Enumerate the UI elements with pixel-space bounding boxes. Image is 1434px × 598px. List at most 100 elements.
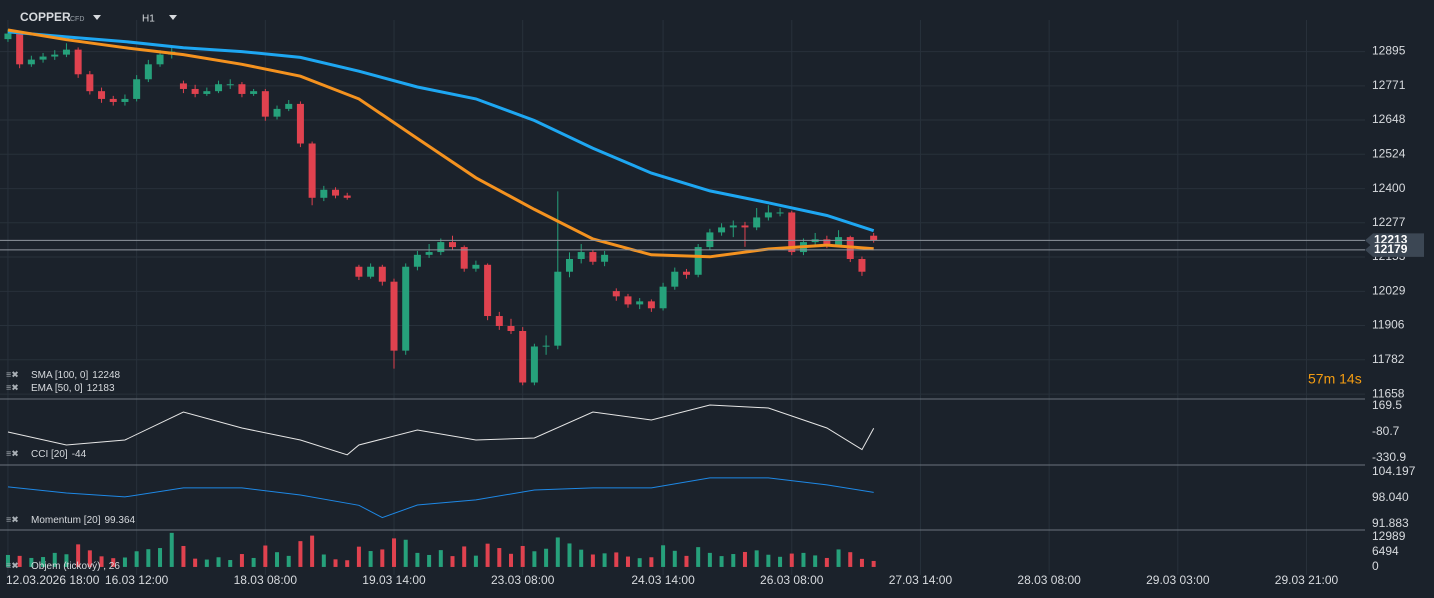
volume-bar: [263, 545, 268, 567]
candle-body: [823, 239, 831, 246]
y-tick-label: 6494: [1372, 544, 1399, 558]
y-tick-label: 98.040: [1372, 490, 1409, 504]
x-tick-label: 12.03.2026 18:00: [6, 573, 100, 587]
volume-bar: [251, 557, 256, 567]
candle-body: [565, 258, 573, 272]
volume-bar: [76, 544, 81, 567]
symbol[interactable]: COPPER: [20, 10, 71, 24]
volume-bar: [193, 558, 198, 567]
volume-bar: [707, 552, 712, 567]
legend-icon: ≡✖: [6, 448, 19, 458]
candle-body: [472, 264, 480, 269]
y-tick-label: 12771: [1372, 78, 1406, 92]
volume-bar: [602, 553, 607, 567]
candle-body: [647, 301, 655, 309]
legend-value: 12248: [92, 370, 120, 381]
y-tick-label: 12895: [1372, 44, 1406, 58]
volume-bar: [438, 550, 443, 567]
volume-bar: [473, 555, 478, 567]
volume-bar: [672, 550, 677, 567]
candle-body: [612, 291, 620, 297]
legend-entry: Momentum [20] 99.364: [31, 515, 136, 526]
candle-body: [507, 326, 515, 331]
legend-value: 99.364: [104, 515, 135, 526]
candle-body: [156, 54, 164, 65]
price-badge-label: 12179: [1374, 242, 1408, 256]
candle-body: [238, 84, 246, 94]
indicator-line: [7, 28, 874, 259]
volume-bar: [310, 535, 315, 567]
candle-body: [460, 247, 468, 269]
volume-bar: [158, 548, 163, 567]
y-tick-label: 11906: [1372, 318, 1405, 332]
candle-body: [367, 266, 375, 277]
candle-body: [179, 83, 187, 89]
candle-body: [16, 33, 24, 65]
legend-entry: CCI [20] -44: [31, 449, 87, 460]
legend-value: -44: [72, 449, 87, 460]
volume-bar: [87, 550, 92, 567]
candle-body: [788, 212, 796, 253]
candle-body: [191, 88, 199, 94]
candle-body: [121, 98, 129, 102]
legend-icon: ≡✖: [6, 369, 19, 379]
candle-body: [133, 79, 141, 99]
volume-bar: [134, 551, 139, 567]
timeframe-dropdown[interactable]: [169, 15, 177, 20]
volume-bar: [579, 549, 584, 567]
y-tick-label: 12648: [1372, 112, 1406, 126]
candle-body: [542, 345, 550, 347]
indicator-line: [7, 404, 875, 456]
volume-bar: [497, 548, 502, 567]
volume-bar: [508, 553, 513, 567]
candle-body: [519, 330, 527, 383]
x-tick-label: 26.03 08:00: [760, 573, 824, 587]
candle-body: [144, 64, 152, 80]
candle-body: [495, 316, 503, 326]
candle-body: [437, 242, 445, 253]
candle-body: [74, 49, 82, 75]
candle-body: [378, 266, 386, 282]
volume-bar: [801, 552, 806, 567]
y-tick-label: -330.9: [1372, 450, 1406, 464]
legend-name: Momentum [20]: [31, 515, 101, 526]
y-tick-label: 12524: [1372, 146, 1406, 160]
y-tick-label: 11658: [1372, 386, 1405, 400]
x-tick-label: 28.03 08:00: [1017, 573, 1081, 587]
candle-body: [636, 301, 644, 305]
candle-body: [870, 235, 878, 241]
volume-bar: [286, 555, 291, 567]
volume-bar: [824, 557, 829, 567]
candle-body: [109, 98, 117, 102]
candle-body: [285, 103, 293, 109]
x-tick-label: 19.03 14:00: [362, 573, 426, 587]
legend-name: EMA [50, 0]: [31, 383, 83, 394]
volume-bar: [99, 556, 104, 567]
volume-bar: [567, 543, 572, 567]
volume-bar: [731, 554, 736, 567]
volume-bar: [181, 545, 186, 567]
countdown: 57m 14s: [1308, 371, 1362, 387]
timeframe[interactable]: H1: [142, 14, 155, 25]
volume-bar: [239, 554, 244, 567]
legend-name: SMA [100, 0]: [31, 370, 88, 381]
volume-bar: [450, 556, 455, 567]
volume-bar: [321, 554, 326, 567]
legend-icon: ≡✖: [6, 382, 19, 392]
volume-bar: [649, 557, 654, 567]
price-badge: [1365, 242, 1424, 257]
x-tick-label: 18.03 08:00: [234, 573, 298, 587]
volume-bar: [403, 539, 408, 567]
volume-bar: [485, 543, 490, 567]
candle-body: [425, 252, 433, 255]
symbol-dropdown[interactable]: [93, 15, 101, 20]
candle-body: [753, 217, 761, 228]
candle-body: [203, 91, 211, 94]
candle-body: [682, 271, 690, 275]
volume-bar: [356, 546, 361, 567]
volume-bar: [544, 548, 549, 567]
candle-body: [390, 281, 398, 351]
indicator-line: [7, 30, 875, 233]
candle-body: [296, 103, 304, 144]
candle-body: [741, 225, 749, 228]
